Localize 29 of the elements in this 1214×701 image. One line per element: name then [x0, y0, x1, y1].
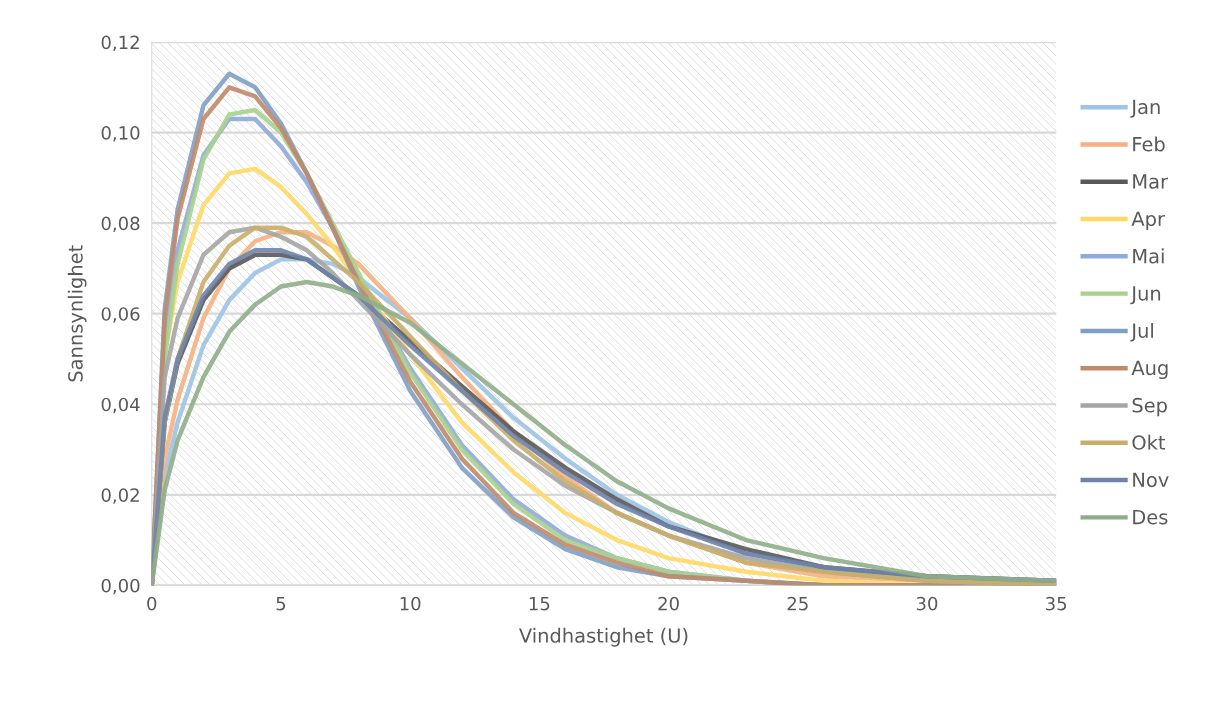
legend-label: Feb — [1133, 136, 1165, 152]
legend-label: Nov — [1133, 472, 1169, 488]
y-tick-label: 0,04 — [101, 397, 140, 414]
legend-label: Jan — [1130, 99, 1160, 118]
legend-label: Jun — [1130, 286, 1161, 305]
y-tick-label: 0,02 — [101, 488, 139, 504]
legend-label: Aug — [1131, 360, 1168, 380]
x-tick-label: 15 — [529, 597, 550, 611]
y-tick-label: 0,00 — [101, 578, 140, 595]
y-tick-label: 0,06 — [101, 307, 140, 323]
y-axis-title: Sannsynlighet — [67, 245, 87, 382]
y-tick-label: 0,10 — [101, 126, 140, 142]
legend-label: Okt — [1132, 434, 1166, 450]
legend-label: Jul — [1130, 322, 1153, 342]
x-axis-title: Vindhastighet (U) — [519, 627, 688, 647]
x-tick-label: 10 — [400, 596, 421, 611]
x-tick-label: 5 — [276, 597, 286, 611]
y-tick-label: 0,08 — [101, 216, 140, 233]
legend-label: Sep — [1132, 397, 1167, 417]
x-tick-label: 35 — [1046, 596, 1067, 611]
x-tick-label: 0 — [147, 596, 157, 611]
x-tick-label: 20 — [658, 596, 679, 611]
x-tick-label: 30 — [916, 596, 938, 611]
x-tick-label: 25 — [787, 596, 808, 611]
legend-label: Mar — [1133, 174, 1169, 189]
y-tick-label: 0,12 — [101, 35, 139, 52]
legend-label: Apr — [1131, 211, 1165, 230]
legend-label: Mai — [1133, 248, 1164, 264]
legend-label: Des — [1133, 509, 1168, 525]
